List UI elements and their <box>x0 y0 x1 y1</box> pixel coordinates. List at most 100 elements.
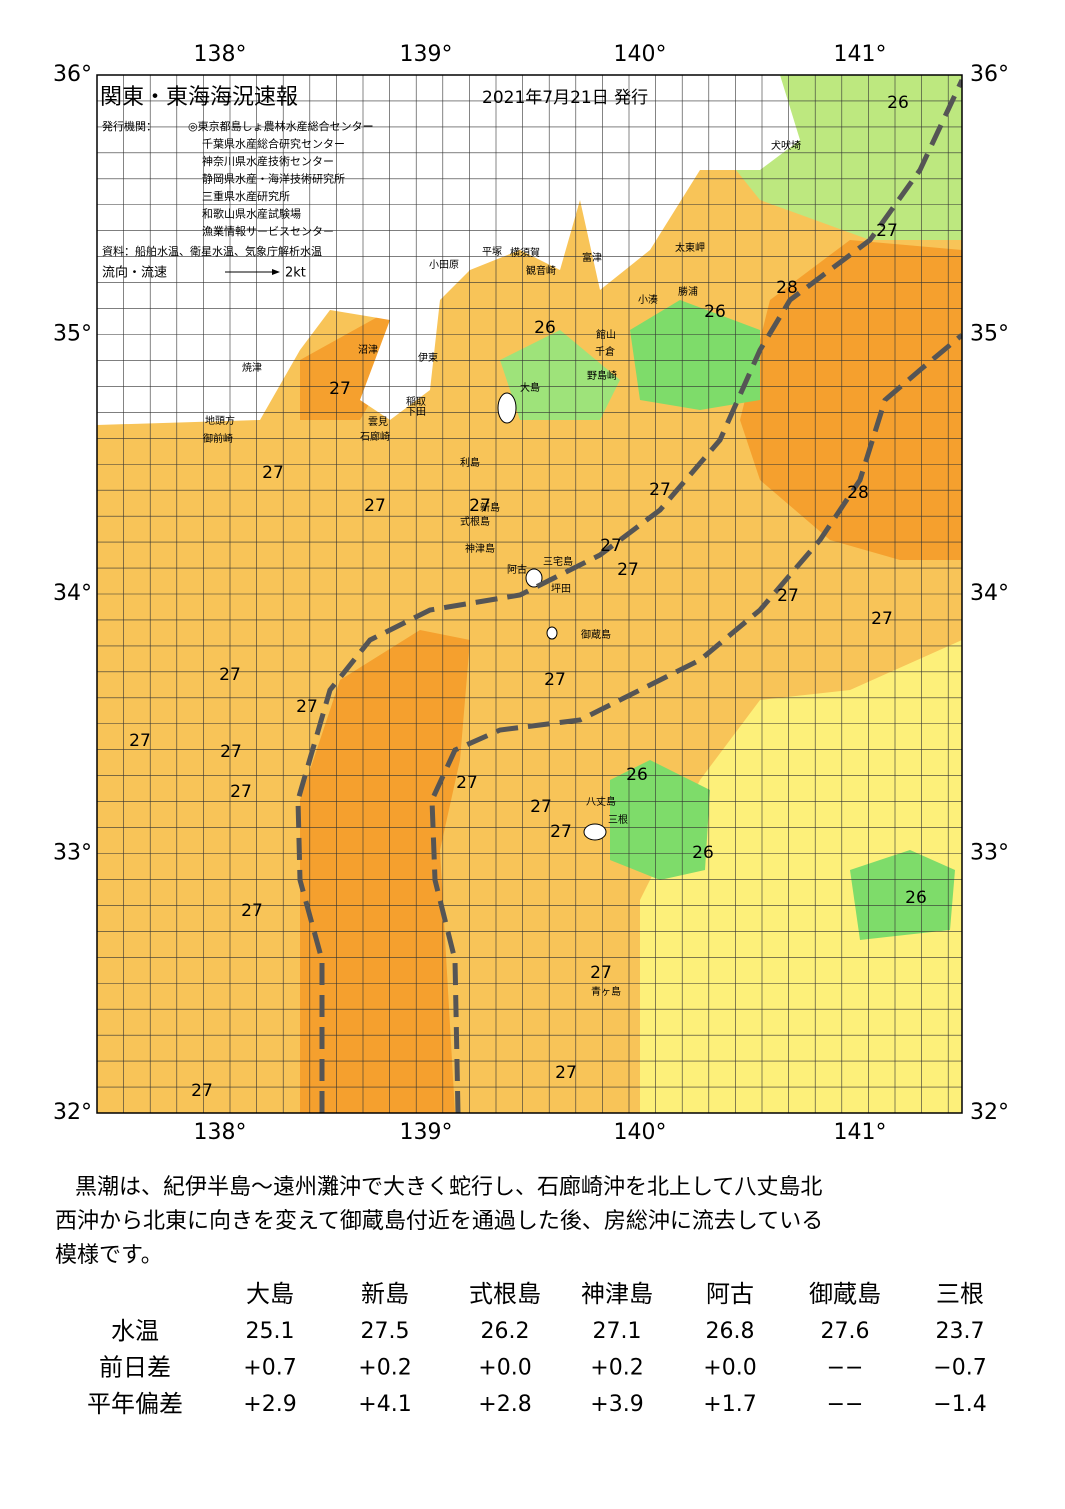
temperature-label: 27 <box>544 670 566 690</box>
place-name: 勝浦 <box>678 285 698 298</box>
temperature-label: 27 <box>649 480 671 500</box>
table-cell: +0.2 <box>590 1356 643 1381</box>
issuer: 千葉県水産総合研究センター <box>202 137 345 151</box>
temperature-label: 27 <box>871 609 893 629</box>
place-name: 利島 <box>460 456 480 469</box>
place-name: 石廊崎 <box>360 430 390 443</box>
place-name: 阿古 <box>507 563 527 576</box>
place-name: 稲取 <box>406 396 426 408</box>
temperature-label: 27 <box>469 496 491 516</box>
table-cell: 27.1 <box>593 1319 642 1344</box>
grid <box>97 75 962 1113</box>
place-name: 焼津 <box>242 362 262 374</box>
lat-label: 34° <box>970 581 1009 606</box>
issuer: 三重県水産研究所 <box>202 189 290 203</box>
place-name: 伊東 <box>418 351 438 364</box>
place-name: 下田 <box>406 407 426 418</box>
table-cell: 27.5 <box>361 1319 410 1344</box>
temperature-label: 27 <box>296 697 318 717</box>
table-cell: +0.0 <box>703 1356 756 1381</box>
place-name: 御蔵島 <box>581 628 611 641</box>
place-name: 坪田 <box>551 582 571 595</box>
warm-orange-area <box>740 240 962 560</box>
lon-label: 138° <box>194 1120 247 1145</box>
island <box>497 392 517 424</box>
place-name: 三根 <box>608 813 628 826</box>
map-frame <box>96 74 963 1114</box>
place-name: 青ヶ島 <box>591 985 621 998</box>
table-cell: +3.9 <box>590 1392 643 1417</box>
temperature-label: 27 <box>220 742 242 762</box>
kuroshio-path <box>429 333 962 1113</box>
temperature-label: 28 <box>776 278 798 298</box>
lat-label: 32° <box>970 1100 1009 1125</box>
temperature-label: 27 <box>262 463 284 483</box>
temperature-label: 27 <box>600 536 622 556</box>
temperature-label: 26 <box>626 765 648 785</box>
table-cell: 25.1 <box>246 1319 295 1344</box>
table-cell: 27.6 <box>821 1319 870 1344</box>
place-name: 新島 <box>480 501 500 514</box>
place-name: 太東岬 <box>675 241 705 254</box>
temperature-label: 27 <box>219 665 241 685</box>
table-cell: −− <box>827 1356 864 1381</box>
temperature-label: 26 <box>887 93 909 113</box>
place-name: 館山 <box>596 328 616 341</box>
island <box>583 823 607 841</box>
place-name: 犬吠埼 <box>771 139 801 152</box>
lat-label: 36° <box>53 62 92 87</box>
lat-label: 34° <box>53 581 92 606</box>
table-header: 式根島 <box>469 1280 541 1308</box>
issuer: 神奈川県水産技術センター <box>202 154 334 168</box>
row-label: 前日差 <box>99 1354 171 1382</box>
cool-area <box>610 760 710 880</box>
table-header: 阿古 <box>706 1280 754 1308</box>
table-cell: −− <box>827 1392 864 1417</box>
place-name: 御前崎 <box>203 432 233 445</box>
place-name: 小湊 <box>638 293 658 306</box>
table-header: 新島 <box>361 1280 409 1308</box>
row-label: 平年偏差 <box>87 1390 183 1418</box>
temperature-label: 27 <box>590 963 612 983</box>
place-name: 大島 <box>520 381 540 394</box>
labels: ◎東京都島しょ農林水産総合センター千葉県水産総合研究センター神奈川県水産技術セン… <box>53 42 1009 1418</box>
lat-label: 36° <box>970 62 1009 87</box>
legend-arrow-head <box>272 269 280 275</box>
table-cell: 23.7 <box>936 1319 985 1344</box>
issuer: 静岡県水産・海洋技術研究所 <box>202 172 345 186</box>
place-name: 観音崎 <box>526 264 556 277</box>
issue-date: 2021年7月21日 発行 <box>482 88 648 108</box>
table-cell: +2.8 <box>478 1392 531 1417</box>
place-name: 三宅島 <box>543 555 573 568</box>
temperature-label: 27 <box>617 560 639 580</box>
table-cell: +0.0 <box>478 1356 531 1381</box>
issuer: 漁業情報サービスセンター <box>202 224 334 238</box>
summary-line: 黒潮は、紀伊半島～遠州灘沖で大きく蛇行し、石廊崎沖を北上して八丈島北 <box>75 1175 822 1200</box>
temperature-label: 26 <box>704 302 726 322</box>
summary-line: 西沖から北東に向きを変えて御蔵島付近を通過した後、房総沖に流去している <box>55 1209 823 1234</box>
kuroshio-path <box>295 78 962 1113</box>
place-name: 地頭方 <box>205 414 235 427</box>
cool-area <box>850 850 955 940</box>
table-cell: 26.2 <box>481 1319 530 1344</box>
lat-label: 33° <box>53 841 92 866</box>
place-name: 小田原 <box>429 259 459 271</box>
island <box>546 626 558 640</box>
issuer: 和歌山県水産試験場 <box>202 207 301 221</box>
place-name: 横須賀 <box>510 246 540 259</box>
temperature-label: 27 <box>241 901 263 921</box>
table-cell: −0.7 <box>933 1356 986 1381</box>
island <box>525 568 543 588</box>
place-name: 式根島 <box>460 515 490 528</box>
temperature-label: 27 <box>777 586 799 606</box>
land <box>97 75 800 425</box>
lon-label: 139° <box>400 42 453 67</box>
table-cell: +0.7 <box>243 1356 296 1381</box>
temperature-label: 27 <box>456 773 478 793</box>
place-name: 沼津 <box>358 343 378 356</box>
place-name: 雲見 <box>368 416 388 428</box>
table-cell: −1.4 <box>933 1392 986 1417</box>
temperature-label: 27 <box>550 822 572 842</box>
